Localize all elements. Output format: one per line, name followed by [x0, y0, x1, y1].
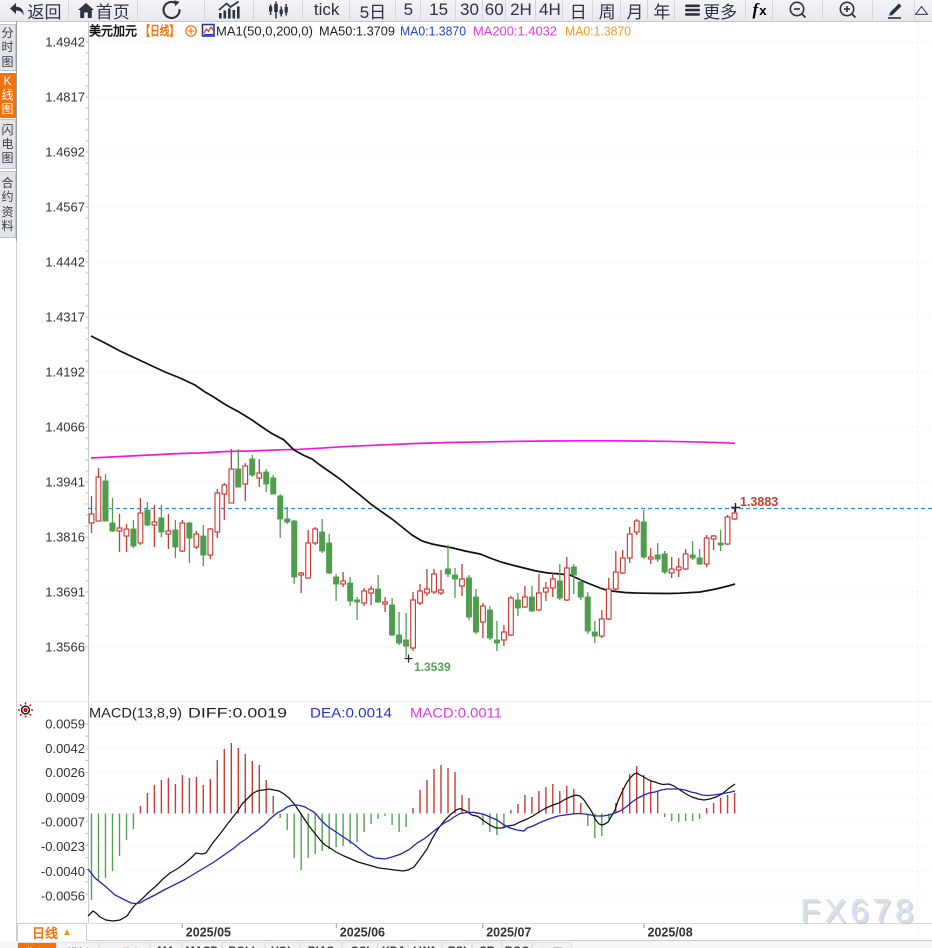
- svg-text:1.3816: 1.3816: [45, 530, 85, 545]
- svg-text:MACD:0.0011: MACD:0.0011: [410, 706, 502, 721]
- svg-text:MA1(50,0,200,0): MA1(50,0,200,0): [216, 24, 313, 39]
- svg-text:1.4066: 1.4066: [45, 420, 85, 435]
- svg-text:-0.0023: -0.0023: [41, 839, 85, 854]
- svg-text:MA0:1.3870: MA0:1.3870: [565, 24, 631, 39]
- svg-text:2025/08: 2025/08: [648, 926, 693, 940]
- svg-text:-0.0056: -0.0056: [41, 889, 85, 904]
- svg-text:1.4942: 1.4942: [45, 35, 85, 50]
- svg-text:-0.0007: -0.0007: [41, 815, 85, 830]
- svg-text:0.0026: 0.0026: [45, 765, 85, 780]
- svg-text:1.3691: 1.3691: [45, 585, 85, 600]
- svg-text:-0.0040: -0.0040: [41, 864, 85, 879]
- svg-text:1.3883: 1.3883: [740, 495, 778, 509]
- svg-text:MA0:1.3870: MA0:1.3870: [400, 24, 466, 39]
- svg-text:1.4317: 1.4317: [45, 310, 85, 325]
- svg-text:DEA:0.0014: DEA:0.0014: [310, 706, 393, 721]
- svg-text:MA200:1.4032: MA200:1.4032: [473, 24, 557, 39]
- svg-text:MACD(13,8,9): MACD(13,8,9): [89, 706, 182, 721]
- svg-text:1.3941: 1.3941: [45, 475, 85, 490]
- svg-text:1.4567: 1.4567: [45, 200, 85, 215]
- svg-text:0.0059: 0.0059: [45, 717, 85, 732]
- svg-text:1.4192: 1.4192: [45, 365, 85, 380]
- svg-text:0.0042: 0.0042: [45, 741, 85, 756]
- svg-text:2025/06: 2025/06: [340, 926, 385, 940]
- svg-text:2025/07: 2025/07: [486, 926, 531, 940]
- svg-text:FX678: FX678: [800, 892, 917, 929]
- svg-text:DIFF:0.0019: DIFF:0.0019: [188, 706, 287, 721]
- svg-text:1.4817: 1.4817: [45, 90, 85, 105]
- svg-text:美元加元: 美元加元: [89, 24, 137, 39]
- svg-text:1.4442: 1.4442: [45, 255, 85, 270]
- svg-text:MA50:1.3709: MA50:1.3709: [319, 24, 395, 39]
- svg-text:0.0009: 0.0009: [45, 790, 85, 805]
- svg-text:1.4692: 1.4692: [45, 145, 85, 160]
- svg-text:1.3566: 1.3566: [45, 640, 85, 655]
- svg-text:FX678: FX678: [802, 894, 919, 931]
- svg-text:1.3539: 1.3539: [414, 660, 451, 674]
- svg-text:【日线】: 【日线】: [141, 24, 180, 39]
- svg-text:2025/05: 2025/05: [186, 926, 231, 940]
